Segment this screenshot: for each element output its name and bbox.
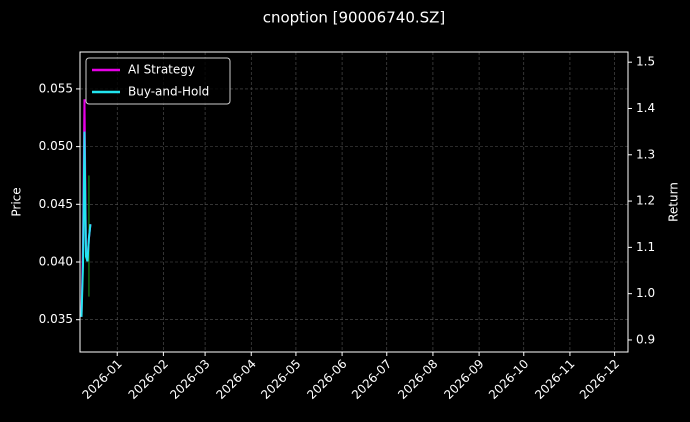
y-tick-label: 0.055 bbox=[39, 81, 73, 95]
x-tick-label: 2026-01 bbox=[79, 357, 124, 402]
legend-box bbox=[85, 57, 231, 105]
legend: AI Strategy Buy-and-Hold bbox=[85, 57, 231, 105]
y2-axis-label: Return bbox=[667, 182, 681, 222]
x-tick-label: 2026-09 bbox=[441, 357, 486, 402]
legend-label: Buy-and-Hold bbox=[128, 85, 209, 99]
legend-label: AI Strategy bbox=[128, 63, 195, 77]
x-tick-label: 2026-04 bbox=[213, 357, 258, 402]
y-tick-label: 0.035 bbox=[39, 312, 73, 326]
x-tick-label: 2026-05 bbox=[258, 357, 303, 402]
x-tick-label: 2026-08 bbox=[395, 357, 440, 402]
x-tick-label: 2026-06 bbox=[304, 357, 349, 402]
y-tick-label: 0.045 bbox=[39, 197, 73, 211]
x-tick-label: 2026-02 bbox=[126, 357, 171, 402]
plot-frame bbox=[79, 51, 629, 353]
y2-tick-label: 1.0 bbox=[636, 286, 655, 300]
y2-tick-label: 1.3 bbox=[636, 147, 655, 161]
x-tick-label: 2026-10 bbox=[486, 357, 531, 402]
y2-tick-label: 1.2 bbox=[636, 194, 655, 208]
x-tick-label: 2026-07 bbox=[349, 357, 394, 402]
y-axis-label: Price bbox=[10, 187, 24, 216]
y2-tick-label: 1.1 bbox=[636, 240, 655, 254]
x-tick-label: 2026-11 bbox=[532, 357, 577, 402]
y2-tick-label: 1.5 bbox=[636, 55, 655, 69]
y-tick-label: 0.040 bbox=[39, 255, 73, 269]
y2-tick-label: 0.9 bbox=[636, 332, 655, 346]
y-tick-label: 0.050 bbox=[39, 139, 73, 153]
y2-tick-label: 1.4 bbox=[636, 101, 655, 115]
x-tick-label: 2026-12 bbox=[577, 357, 622, 402]
x-tick-label: 2026-03 bbox=[167, 357, 212, 402]
series-line bbox=[80, 131, 92, 317]
chart-title: cnoption [90006740.SZ] bbox=[263, 9, 446, 27]
